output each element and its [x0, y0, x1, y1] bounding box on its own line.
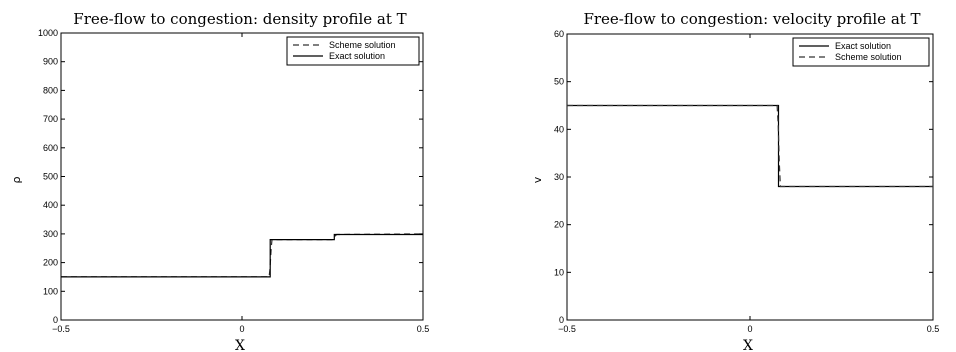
density-chart-title: Free-flow to congestion: density profile… — [73, 10, 406, 28]
density-legend-box — [286, 36, 420, 66]
density-series-scheme-solution — [61, 233, 424, 278]
density-series-exact-solution — [61, 233, 423, 278]
density-y-axis-label: ρ — [10, 176, 23, 183]
density-y-tick-label: 300 — [43, 229, 58, 239]
velocity-legend-label-exact-solution: Exact solution — [835, 41, 891, 51]
density-x-axis-label: X — [235, 338, 245, 352]
velocity-chart-title: Free-flow to congestion: velocity profil… — [583, 10, 920, 28]
density-y-tick-label: 800 — [43, 85, 58, 95]
velocity-chart: Free-flow to congestion: velocity profil… — [531, 10, 939, 352]
density-x-tick-label: 0 — [239, 324, 244, 334]
velocity-legend-label-scheme-solution: Scheme solution — [835, 52, 902, 62]
density-y-tick-label: 900 — [43, 57, 58, 67]
velocity-x-axis-label: X — [743, 338, 753, 352]
density-legend-label-exact-solution: Exact solution — [329, 51, 385, 61]
density-legend-label-scheme-solution: Scheme solution — [329, 40, 396, 50]
velocity-axes-frame — [566, 33, 934, 321]
velocity-x-tick-label: −0.5 — [558, 324, 576, 334]
density-x-tick-label: 0.5 — [417, 324, 430, 334]
density-y-tick-label: 400 — [43, 200, 58, 210]
velocity-y-axis-label: v — [531, 176, 544, 183]
velocity-y-tick-label: 40 — [554, 124, 564, 134]
velocity-y-tick-label: 0 — [559, 315, 564, 325]
density-y-tick-label: 600 — [43, 143, 58, 153]
density-y-tick-label: 100 — [43, 286, 58, 296]
velocity-legend-box — [792, 37, 930, 67]
density-y-tick-label: 700 — [43, 114, 58, 124]
velocity-x-tick-label: 0.5 — [927, 324, 940, 334]
velocity-y-tick-label: 20 — [554, 220, 564, 230]
density-chart: Free-flow to congestion: density profile… — [10, 10, 429, 352]
density-y-tick-label: 1000 — [38, 28, 58, 38]
velocity-series-scheme-solution — [567, 104, 933, 188]
density-y-tick-label: 200 — [43, 258, 58, 268]
density-y-tick-label: 500 — [43, 172, 58, 182]
velocity-y-tick-label: 30 — [554, 172, 564, 182]
velocity-x-tick-label: 0 — [747, 324, 752, 334]
velocity-series-exact-solution — [567, 104, 933, 188]
velocity-y-tick-label: 10 — [554, 267, 564, 277]
density-x-tick-label: −0.5 — [52, 324, 70, 334]
velocity-y-tick-label: 50 — [554, 77, 564, 87]
density-y-tick-label: 0 — [53, 315, 58, 325]
velocity-y-tick-label: 60 — [554, 29, 564, 39]
